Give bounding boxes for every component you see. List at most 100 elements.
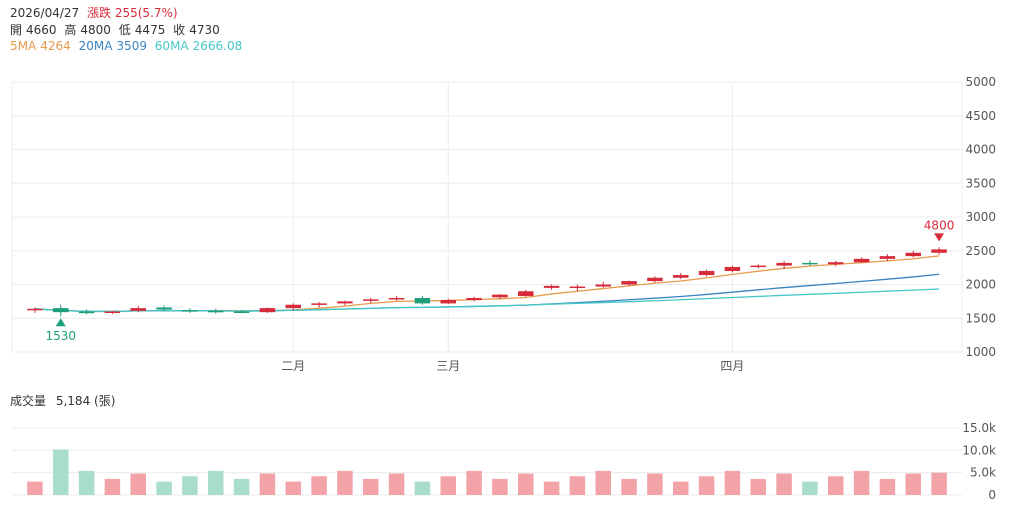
volume-bar <box>750 478 766 495</box>
candle-body <box>879 256 896 259</box>
candle-body <box>130 308 146 311</box>
volume-bar <box>492 478 508 495</box>
volume-bar <box>543 481 560 495</box>
candle-body <box>647 277 663 282</box>
ma5-label: 5MA <box>10 39 37 53</box>
volume-bar <box>208 470 224 495</box>
close-value: 4730 <box>189 23 220 37</box>
min-price-label: 1530 <box>45 329 76 343</box>
high-label: 高 <box>64 23 77 37</box>
candle-body <box>363 299 379 301</box>
volume-bar <box>259 473 276 495</box>
volume-bar <box>828 476 844 495</box>
change-label: 漲跌 <box>87 6 112 20</box>
volume-bar <box>569 476 586 495</box>
volume-bar <box>440 476 456 495</box>
candle-body <box>27 308 43 311</box>
candle-body <box>388 298 405 300</box>
month-label: 四月 <box>720 359 744 373</box>
candle-body <box>776 262 792 266</box>
header-line-3: 5MA 4264 20MA 3509 60MA 2666.08 <box>10 38 246 54</box>
candle-body <box>698 271 715 276</box>
price-tick-label: 2500 <box>965 244 996 258</box>
volume-bar <box>156 481 172 495</box>
volume-label: 成交量 <box>10 394 47 408</box>
candle-body <box>414 298 431 304</box>
price-tick-label: 3500 <box>965 176 996 190</box>
candle-body <box>828 262 844 265</box>
open-value: 4660 <box>26 23 57 37</box>
candle-body <box>285 304 301 309</box>
volume-tick-label: 10.0k <box>962 443 996 457</box>
volume-tick-label: 5.0k <box>970 466 996 480</box>
candle-body <box>569 286 586 289</box>
candle-body <box>621 281 637 285</box>
volume-bar <box>905 473 921 495</box>
candle-body <box>931 249 947 253</box>
min-marker-icon <box>55 318 66 327</box>
volume-bar <box>388 473 405 495</box>
volume-bar <box>802 481 818 495</box>
price-tick-label: 3000 <box>965 210 996 224</box>
ma5-value: 4264 <box>40 39 71 53</box>
volume-bar <box>337 470 353 495</box>
ma60-value: 2666.08 <box>192 39 243 53</box>
volume-bar <box>853 470 870 495</box>
volume-value: 5,184 (張) <box>55 394 116 408</box>
candle-body <box>53 308 69 313</box>
candle-body <box>233 311 250 313</box>
volume-bar <box>931 472 947 495</box>
price-tick-label: 5000 <box>965 75 996 89</box>
candle-body <box>208 310 224 313</box>
volume-bar <box>285 481 301 495</box>
candle-body <box>595 284 611 287</box>
ma20-value: 3509 <box>116 39 147 53</box>
change-value: 255(5.7%) <box>114 6 178 20</box>
candle-body <box>311 303 327 305</box>
ma20-label: 20MA <box>78 39 113 53</box>
candle-body <box>78 311 95 314</box>
low-value: 4475 <box>134 23 166 37</box>
candle-body <box>259 308 276 313</box>
date: 2026/04/27 <box>10 6 80 20</box>
candle-body <box>466 298 482 301</box>
candle-body <box>104 311 121 313</box>
volume-bar <box>518 473 534 495</box>
volume-tick-label: 0 <box>988 488 996 502</box>
volume-bar <box>673 481 689 495</box>
volume-bar <box>595 470 611 495</box>
candle-body <box>492 294 508 298</box>
volume-bar <box>27 481 43 495</box>
volume-bar <box>621 478 637 495</box>
candle-body <box>673 275 689 278</box>
header-line-1: 2026/04/27 漲跌 255(5.7%) <box>10 5 182 21</box>
price-tick-label: 1500 <box>965 311 996 325</box>
candle-body <box>750 265 766 268</box>
header-line-2: 開 4660 高 4800 低 4475 收 4730 <box>10 22 224 38</box>
volume-bar <box>78 470 95 495</box>
candle-body <box>724 266 741 271</box>
price-tick-label: 1000 <box>965 345 996 359</box>
low-label: 低 <box>118 23 131 37</box>
volume-tick-label: 15.0k <box>962 421 996 435</box>
max-price-label: 4800 <box>924 218 955 232</box>
volume-bar <box>724 470 741 495</box>
volume-bar <box>233 478 250 495</box>
volume-bar <box>311 476 327 495</box>
candle-body <box>543 285 560 288</box>
volume-bar <box>698 476 715 495</box>
volume-bar <box>363 478 379 495</box>
month-label: 三月 <box>436 359 460 373</box>
ma60-label: 60MA <box>154 39 189 53</box>
volume-bar <box>776 473 792 495</box>
high-value: 4800 <box>80 23 111 37</box>
candle-body <box>518 291 534 296</box>
open-label: 開 <box>10 23 23 37</box>
price-tick-label: 4500 <box>965 109 996 123</box>
volume-bar <box>647 473 663 495</box>
candle-body <box>156 307 172 310</box>
price-tick-label: 4000 <box>965 143 996 157</box>
candle-body <box>182 310 198 312</box>
close-label: 收 <box>173 23 186 37</box>
